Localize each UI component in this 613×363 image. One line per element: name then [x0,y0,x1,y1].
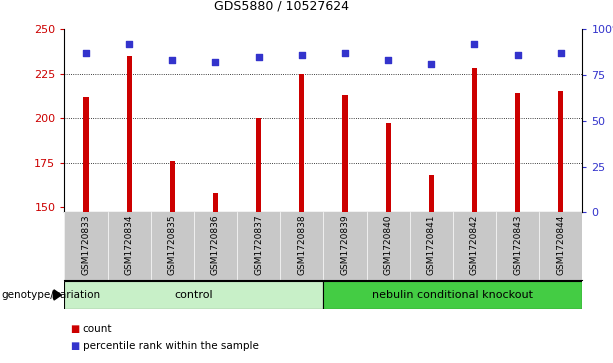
Text: GDS5880 / 10527624: GDS5880 / 10527624 [215,0,349,13]
Text: GSM1720833: GSM1720833 [82,215,91,275]
Text: GSM1720840: GSM1720840 [384,215,392,275]
Bar [64,281,324,309]
Text: GSM1720844: GSM1720844 [556,215,565,275]
Bar [256,118,261,212]
Bar [299,74,305,212]
Bar [324,281,582,309]
Text: percentile rank within the sample: percentile rank within the sample [83,340,259,351]
Text: GSM1720835: GSM1720835 [168,215,177,275]
Text: ■: ■ [70,323,80,334]
Point [81,50,91,56]
Bar [386,123,390,212]
Text: GSM1720839: GSM1720839 [340,215,349,275]
Bar [83,97,88,212]
Text: ■: ■ [70,340,80,351]
Bar [170,161,175,212]
Bar [342,95,348,212]
Text: GSM1720837: GSM1720837 [254,215,263,275]
Bar [558,91,563,212]
Text: GSM1720843: GSM1720843 [513,215,522,275]
Text: genotype/variation: genotype/variation [1,290,101,300]
FancyArrow shape [53,290,61,300]
Text: nebulin conditional knockout: nebulin conditional knockout [372,290,533,300]
Bar [472,68,477,212]
Text: control: control [175,290,213,300]
Point [556,50,566,56]
Bar [428,175,434,212]
Point [254,54,264,60]
Point [427,61,436,67]
Text: GSM1720842: GSM1720842 [470,215,479,275]
Text: GSM1720834: GSM1720834 [124,215,134,275]
Point [512,52,522,58]
Text: GSM1720836: GSM1720836 [211,215,220,275]
Bar [213,193,218,212]
Point [470,41,479,46]
Text: GSM1720841: GSM1720841 [427,215,436,275]
Text: count: count [83,323,112,334]
Point [297,52,306,58]
Point [167,57,177,63]
Point [210,59,220,65]
Point [383,57,393,63]
Text: GSM1720838: GSM1720838 [297,215,306,275]
Bar [515,93,520,212]
Point [340,50,350,56]
Bar [126,56,132,212]
Point [124,41,134,46]
